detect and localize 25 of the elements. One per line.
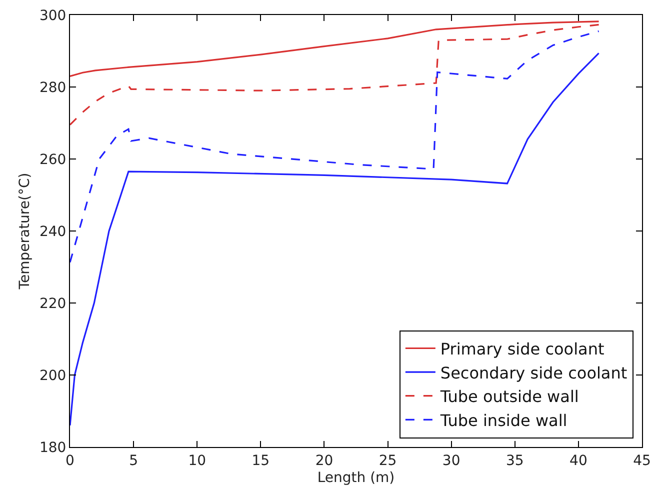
legend-label: Secondary side coolant (440, 363, 628, 382)
x-tick-label: 25 (378, 452, 397, 469)
y-tick-label: 220 (39, 296, 66, 312)
y-tick-label: 180 (39, 440, 66, 456)
y-axis-title: Temperature(°C) (17, 172, 34, 290)
x-tick-label: 45 (633, 452, 651, 469)
x-tick-label: 35 (506, 452, 524, 469)
y-tick-label: 260 (39, 152, 66, 168)
x-tick-label: 30 (442, 452, 460, 469)
x-tick-label: 10 (188, 452, 206, 469)
y-tick-label: 280 (39, 80, 66, 96)
line-series (70, 24, 600, 126)
x-axis-title: Length (m) (317, 470, 395, 486)
y-tick-label: 200 (39, 368, 66, 384)
x-tick-label: 40 (570, 452, 588, 469)
x-tick-label: 15 (252, 452, 270, 469)
x-tick-label: 0 (66, 452, 74, 469)
y-tick-label: 240 (39, 224, 66, 240)
x-tick-label: 5 (129, 452, 138, 469)
x-tick-label: 20 (315, 452, 334, 469)
line-series (70, 30, 600, 264)
legend-label: Tube inside wall (439, 410, 568, 430)
legend-label: Primary side coolant (440, 340, 604, 358)
legend-label: Tube outside wall (439, 387, 579, 406)
y-tick-label: 300 (39, 8, 66, 24)
